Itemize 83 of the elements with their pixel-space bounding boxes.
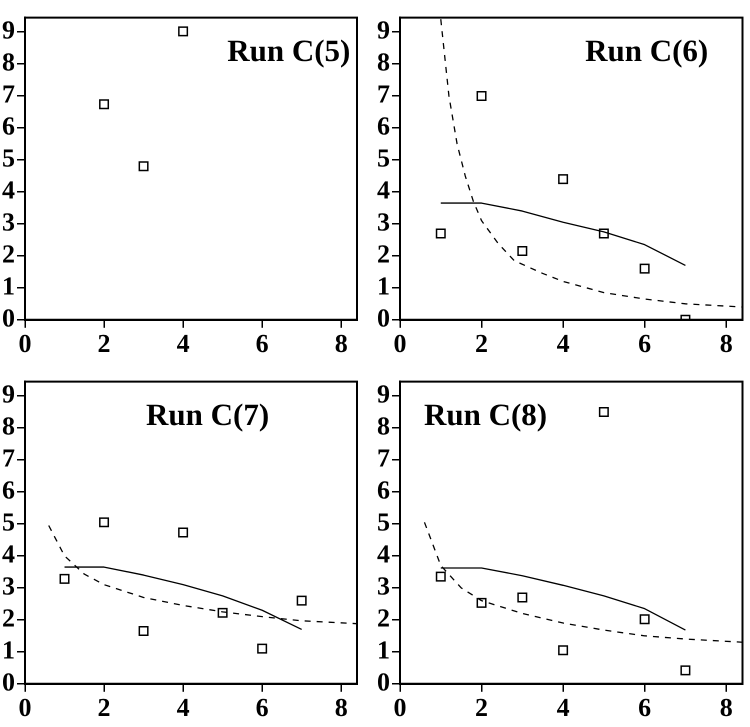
point xyxy=(558,174,568,184)
x-tick-label: 4 xyxy=(556,329,570,358)
x-tick-label: 4 xyxy=(176,329,190,358)
point xyxy=(680,665,690,676)
point xyxy=(517,246,528,256)
x-tick-label: 8 xyxy=(720,693,733,722)
point xyxy=(598,406,609,417)
y-tick-label: 3 xyxy=(377,208,390,237)
text: Run C(5) xyxy=(227,33,350,68)
point xyxy=(640,264,650,274)
x-tick-label: 6 xyxy=(638,329,652,358)
x-tick-label: 8 xyxy=(334,329,348,358)
point xyxy=(60,574,70,584)
point xyxy=(218,608,228,618)
y-tick-label: 2 xyxy=(377,604,390,633)
x-tick-label: 8 xyxy=(334,693,348,722)
point xyxy=(640,614,650,624)
x-tick-label: 2 xyxy=(475,693,488,722)
y-tick-label: 3 xyxy=(2,572,15,601)
y-tick-label: 7 xyxy=(2,80,15,109)
y-tick-label: 9 xyxy=(377,380,390,409)
y-tick-label: 3 xyxy=(377,572,390,601)
point xyxy=(178,528,188,538)
point xyxy=(558,645,568,656)
text: Run C(6) xyxy=(585,33,708,68)
point xyxy=(517,592,528,602)
point xyxy=(476,90,487,101)
point xyxy=(436,572,446,582)
x-tick-label: 2 xyxy=(475,329,488,358)
point xyxy=(436,228,446,238)
y-tick-label: 7 xyxy=(2,444,15,473)
point xyxy=(476,598,487,608)
x-tick-label: 6 xyxy=(256,693,269,722)
text: Run C(7) xyxy=(146,397,270,432)
y-tick-label: 1 xyxy=(377,636,390,665)
y-tick-label: 4 xyxy=(2,176,15,205)
y-tick-label: 6 xyxy=(2,112,15,141)
y-tick-label: 0 xyxy=(2,304,15,333)
x-tick-label: 8 xyxy=(720,329,733,358)
point xyxy=(178,26,188,36)
y-tick-label: 1 xyxy=(2,636,15,665)
y-tick-label: 0 xyxy=(377,304,390,333)
point xyxy=(257,644,268,654)
y-tick-label: 8 xyxy=(377,48,390,77)
point xyxy=(99,517,110,528)
y-tick-label: 8 xyxy=(377,412,390,441)
y-tick-label: 7 xyxy=(377,80,390,109)
y-tick-label: 9 xyxy=(2,380,15,409)
y-tick-label: 9 xyxy=(2,16,15,45)
y-tick-label: 6 xyxy=(377,476,390,505)
y-tick-label: 2 xyxy=(377,240,390,269)
x-tick-label: 6 xyxy=(256,329,269,358)
y-tick-label: 1 xyxy=(2,272,15,301)
y-tick-label: 0 xyxy=(2,668,15,697)
y-tick-label: 6 xyxy=(2,476,15,505)
y-tick-label: 8 xyxy=(2,412,15,441)
point xyxy=(138,626,149,636)
y-tick-label: 4 xyxy=(377,176,390,205)
x-tick-label: 6 xyxy=(638,693,652,722)
point xyxy=(99,99,110,110)
y-tick-label: 0 xyxy=(377,668,390,697)
y-tick-label: 5 xyxy=(377,508,390,537)
y-tick-label: 1 xyxy=(377,272,390,301)
y-tick-label: 5 xyxy=(2,508,15,537)
x-tick-label: 4 xyxy=(556,693,570,722)
y-tick-label: 5 xyxy=(377,144,390,173)
x-tick-label: 2 xyxy=(98,693,111,722)
y-tick-label: 3 xyxy=(2,208,15,237)
y-tick-label: 2 xyxy=(2,240,15,269)
text: Run C(8) xyxy=(424,397,548,432)
point xyxy=(296,596,307,606)
y-tick-label: 6 xyxy=(377,112,390,141)
y-tick-label: 9 xyxy=(377,16,390,45)
y-tick-label: 8 xyxy=(2,48,15,77)
x-tick-label: 2 xyxy=(98,329,111,358)
y-tick-label: 4 xyxy=(377,540,390,569)
y-tick-label: 5 xyxy=(2,144,15,173)
point xyxy=(138,161,149,172)
y-tick-label: 4 xyxy=(2,540,15,569)
x-tick-label: 4 xyxy=(176,693,190,722)
point xyxy=(598,228,609,238)
y-tick-label: 2 xyxy=(2,604,15,633)
y-tick-label: 7 xyxy=(377,444,390,473)
